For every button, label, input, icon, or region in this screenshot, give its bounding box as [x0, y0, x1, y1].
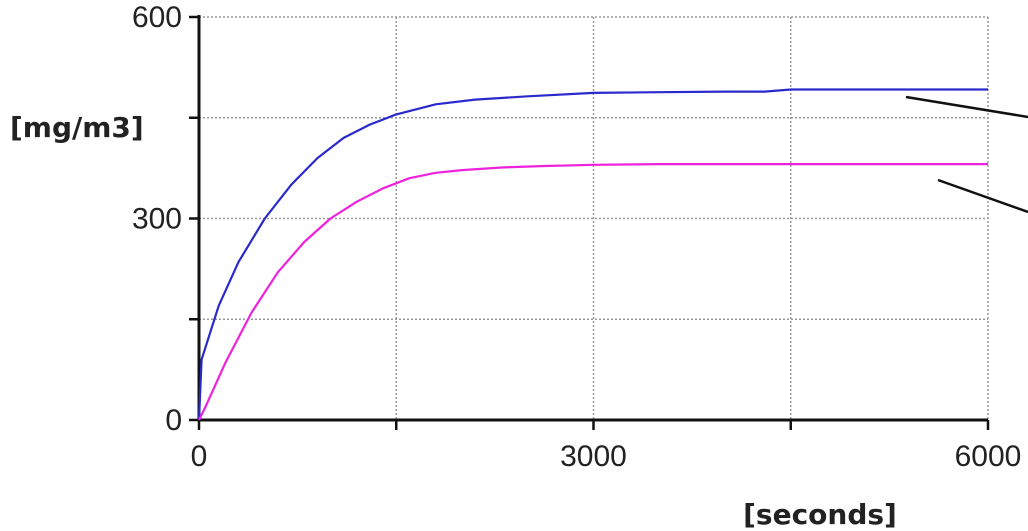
x-tick-label: 0	[191, 440, 208, 473]
annotation-layer	[905, 95, 1028, 214]
y-axis-title: [mg/m3]	[10, 111, 144, 144]
y-tick-label: 300	[132, 203, 182, 236]
x-tick-label: 3000	[560, 440, 627, 473]
y-tick-label: 0	[165, 404, 182, 437]
series-line-1	[197, 88, 988, 421]
series-layer	[197, 88, 988, 421]
leader-line-1	[905, 95, 1028, 119]
series-line-2	[198, 163, 988, 421]
grid	[199, 16, 989, 420]
y-tick-label: 600	[132, 1, 182, 34]
x-axis-title: [seconds]	[743, 498, 897, 531]
leader-line-2	[937, 178, 1028, 214]
axes	[189, 15, 990, 430]
x-tick-label: 6000	[955, 440, 1022, 473]
